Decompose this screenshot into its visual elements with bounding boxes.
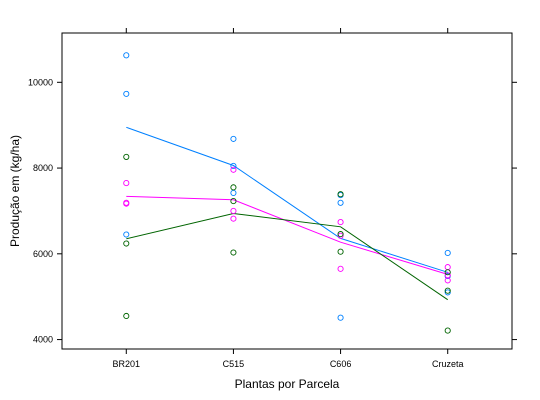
x-tick-label: Cruzeta bbox=[432, 359, 464, 369]
y-tick-label: 4000 bbox=[33, 335, 53, 345]
data-point bbox=[444, 269, 451, 276]
data-point bbox=[123, 231, 130, 238]
data-point bbox=[337, 219, 344, 226]
data-point bbox=[123, 200, 130, 207]
y-axis-label: Produção em (kg/ha) bbox=[8, 135, 22, 247]
y-axis-tick-labels: 4000 6000 8000 10000 bbox=[28, 77, 53, 344]
data-point bbox=[123, 52, 130, 59]
plot-frame bbox=[61, 32, 513, 350]
data-point bbox=[123, 153, 130, 160]
y-tick-label: 6000 bbox=[33, 249, 53, 259]
series-points bbox=[123, 52, 451, 334]
series-line-2 bbox=[126, 195, 448, 275]
data-point bbox=[337, 191, 344, 198]
series-line-3 bbox=[126, 212, 448, 301]
y-axis-ticks bbox=[57, 81, 517, 341]
data-point bbox=[337, 314, 344, 321]
y-tick-label: 8000 bbox=[33, 163, 53, 173]
data-point bbox=[230, 166, 237, 173]
data-point bbox=[230, 249, 237, 256]
data-point bbox=[230, 207, 237, 214]
data-point bbox=[230, 198, 237, 205]
data-point bbox=[337, 248, 344, 255]
data-point bbox=[123, 90, 130, 97]
x-tick-label: BR201 bbox=[113, 359, 141, 369]
x-axis-tick-labels: BR201 C515 C606 Cruzeta bbox=[113, 359, 464, 369]
data-point bbox=[123, 240, 130, 247]
data-point bbox=[123, 180, 130, 187]
data-point bbox=[444, 327, 451, 334]
data-point bbox=[230, 215, 237, 222]
data-point bbox=[444, 287, 451, 294]
series-lines bbox=[126, 126, 448, 301]
x-axis-label: Plantas por Parcela bbox=[235, 377, 340, 391]
x-axis-ticks bbox=[125, 28, 449, 354]
data-point bbox=[337, 231, 344, 238]
data-point bbox=[337, 232, 344, 239]
data-point bbox=[230, 135, 237, 142]
series-line-1 bbox=[126, 126, 448, 273]
data-point bbox=[444, 249, 451, 257]
x-tick-label: C515 bbox=[223, 359, 245, 369]
y-tick-label: 10000 bbox=[28, 77, 53, 87]
data-point bbox=[230, 184, 237, 191]
data-point bbox=[123, 312, 130, 320]
x-tick-label: C606 bbox=[330, 359, 352, 369]
data-point bbox=[444, 277, 451, 284]
data-point bbox=[444, 289, 451, 296]
data-point bbox=[337, 199, 344, 206]
data-point bbox=[337, 265, 344, 272]
data-point bbox=[230, 162, 237, 169]
